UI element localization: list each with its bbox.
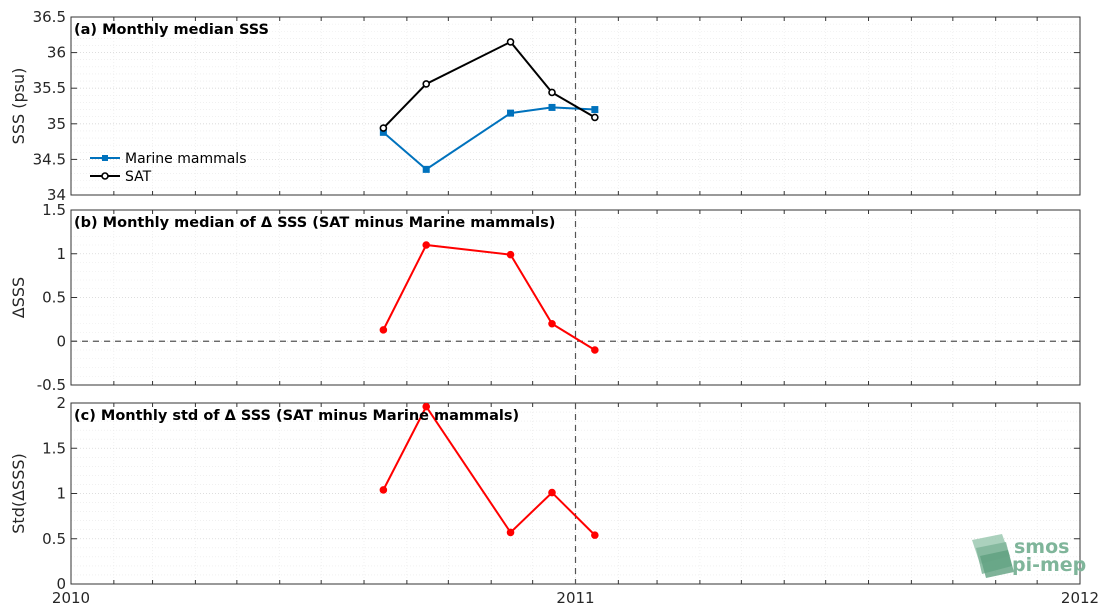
data-point [379, 486, 388, 494]
data-point [379, 326, 388, 334]
logo-layers-icon [972, 534, 1014, 578]
data-point [506, 38, 515, 46]
panel-b: -0.5 0 0.5 1 1.5 (b) Monthly median of Δ SSS … [9, 201, 1081, 394]
y-axis-label: SSS (psu) [9, 68, 28, 145]
series-line-2-0 [382, 404, 596, 536]
legend-entry: Marine mammals [125, 151, 247, 167]
data-point [506, 528, 515, 537]
data-point [591, 106, 599, 114]
logo-text-smos: smos [1014, 536, 1069, 558]
data-point [422, 80, 431, 88]
legend-marker [101, 172, 109, 180]
data-point [591, 531, 599, 539]
y-tick-label: 0 [56, 332, 66, 350]
data-point [507, 109, 515, 117]
panel-c: 0 0.5 1 1.5 2 (c) Monthly std of Δ SSS (SAT m… [9, 394, 1099, 607]
data-point [506, 250, 515, 259]
y-axis-label: ΔSSS [9, 277, 28, 318]
panel-title: (a) Monthly median SSS [74, 22, 269, 38]
data-point [548, 319, 556, 328]
data-point [422, 165, 430, 173]
legend-marker [102, 155, 108, 161]
y-axis-label: Std(ΔSSS) [9, 453, 28, 533]
y-tick-label: 34.5 [33, 150, 66, 168]
x-tick-label: 2010 [52, 589, 90, 607]
data-point [591, 346, 599, 354]
legend-entry: SAT [125, 169, 152, 185]
panel-a: 34 34.5 35 35.5 36 36.5 (a) Monthly median SSS… [9, 8, 1081, 204]
chart-panels: 34 34.5 35 35.5 36 36.5 (a) Monthly median SSS… [9, 8, 1099, 607]
y-tick-label: 0.5 [42, 289, 66, 307]
x-tick-label: 2011 [556, 589, 594, 607]
y-tick-label: 35.5 [33, 79, 66, 97]
panel-title: (b) Monthly median of Δ SSS (SAT minus M… [74, 215, 555, 231]
logo-text-pimep: pi-mep [1012, 554, 1086, 576]
y-tick-label: 36.5 [33, 8, 66, 26]
smos-pimep-logo: smos pi-mep [972, 534, 1086, 578]
data-point [422, 402, 431, 411]
y-tick-label: 36 [47, 44, 66, 62]
y-tick-label: 1.5 [42, 439, 66, 457]
y-tick-label: 0.5 [42, 530, 66, 548]
data-point [422, 241, 431, 249]
y-tick-label: 35 [47, 115, 66, 133]
y-tick-label: 1 [56, 245, 66, 263]
data-point [548, 488, 556, 497]
y-tick-label: 1.5 [42, 201, 66, 219]
y-tick-label: 1 [56, 485, 66, 503]
data-point [379, 124, 388, 132]
data-point [548, 88, 556, 97]
y-tick-label: 2 [56, 394, 66, 412]
x-tick-label: 2012 [1061, 589, 1099, 607]
legend: Marine mammals SAT [90, 151, 247, 185]
y-tick-label: -0.5 [37, 376, 66, 394]
data-point [591, 113, 599, 122]
y-tick-label: 34 [47, 186, 66, 204]
panel-title: (c) Monthly std of Δ SSS (SAT minus Mari… [74, 408, 519, 424]
series-line-0-1 [382, 40, 596, 129]
data-point [548, 103, 556, 111]
y-tick-label: 0 [56, 575, 66, 593]
